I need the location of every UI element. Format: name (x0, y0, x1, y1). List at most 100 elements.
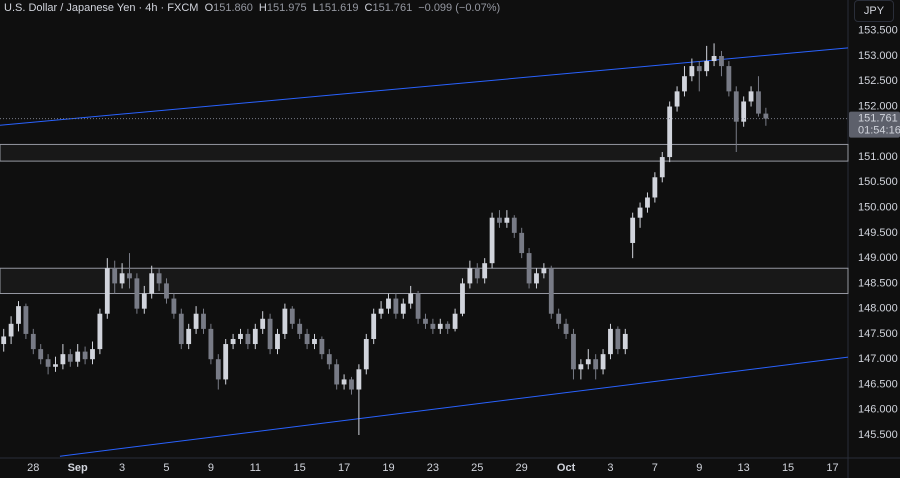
candle-body (415, 293, 421, 319)
x-tick-label: 29 (516, 462, 528, 474)
candle-body (23, 306, 29, 334)
candle-body (297, 323, 303, 334)
candle-body (134, 278, 140, 309)
y-tick-label: 152.500 (858, 75, 898, 87)
candle-body (467, 268, 473, 284)
x-tick-label: 11 (250, 462, 261, 474)
y-tick-label: 148.500 (858, 277, 898, 289)
candle-body (275, 333, 280, 350)
candle-body (571, 333, 576, 370)
x-tick-label: 19 (382, 462, 394, 474)
y-tick-label: 151.000 (858, 151, 898, 163)
candle-body (585, 359, 591, 365)
candle-body (60, 354, 66, 365)
ohlc-value: 151.860 (213, 2, 253, 14)
candle-body (75, 351, 81, 362)
candle-body (600, 354, 606, 370)
candle-body (637, 207, 643, 218)
candle-body (112, 268, 118, 284)
y-tick-label: 153.000 (858, 50, 898, 62)
candle-body (689, 66, 695, 77)
candle-body (386, 298, 391, 309)
candle-body (652, 177, 658, 198)
x-tick-label: 15 (782, 462, 794, 474)
candle-body (186, 328, 192, 345)
zone (0, 143, 849, 162)
candle-body (378, 308, 384, 314)
candle-body (556, 313, 562, 324)
y-tick-label: 148.000 (858, 303, 898, 315)
x-tick-label: 25 (471, 462, 483, 474)
candle-body (645, 197, 650, 208)
last-price-label: 151.761 (858, 113, 898, 125)
x-tick-label: 13 (738, 462, 750, 474)
candle-body (127, 273, 132, 279)
candle-body (437, 323, 443, 329)
candle-body (67, 354, 73, 362)
y-tick-label: 149.000 (858, 252, 898, 264)
x-tick-label: 15 (294, 462, 306, 474)
candle-body (208, 328, 214, 360)
candle-body (30, 333, 36, 350)
candle-body (541, 268, 547, 274)
candle-body (230, 338, 236, 345)
y-tick-label: 147.000 (858, 353, 898, 365)
candle-body (97, 313, 103, 350)
last-price-box (849, 111, 900, 138)
y-tick-label: 153.500 (858, 25, 898, 37)
candle-body (497, 217, 502, 223)
ohlc-key: C (364, 2, 373, 14)
symbol: U.S. Dollar / Japanese Yen · 4h · FXCM (4, 2, 199, 14)
candle-body (53, 364, 58, 367)
candle-body (319, 338, 325, 355)
candle-body (45, 359, 51, 367)
ohlc-key: L (312, 2, 319, 14)
candle-body (149, 273, 155, 294)
candle-body (615, 328, 621, 350)
candle-body (267, 318, 273, 350)
candle-body (504, 217, 510, 223)
currency-button[interactable]: JPY (854, 0, 894, 22)
candle-body (312, 338, 317, 345)
candle-body (82, 351, 88, 360)
candle-body (90, 349, 95, 360)
x-tick-label: 9 (208, 462, 214, 474)
ohlc-key: O (204, 2, 214, 14)
candle-body (696, 66, 702, 72)
candle-body (704, 61, 710, 72)
trendline (59, 356, 849, 457)
change: −0.099 (−0.07%) (418, 2, 501, 14)
candle-body (460, 283, 465, 314)
x-tick-label: Oct (557, 462, 576, 474)
y-tick-label: 147.500 (858, 328, 898, 340)
candle-body (719, 55, 724, 67)
x-tick-label: 5 (163, 462, 169, 474)
candle-body (341, 379, 347, 385)
candle-body (223, 344, 229, 380)
candle-body (215, 359, 221, 380)
candle-body (393, 298, 399, 314)
candle-body (16, 306, 21, 324)
candle-body (104, 268, 110, 314)
candle-body (119, 273, 125, 284)
candle-body (238, 333, 243, 339)
candle-body (349, 379, 354, 390)
candle-body (667, 106, 673, 158)
y-tick-label: 145.500 (858, 429, 898, 441)
candle-body (408, 293, 414, 304)
y-tick-label: 150.500 (858, 176, 898, 188)
ohlc-value: 151.975 (266, 2, 307, 14)
y-tick-label: 152.000 (858, 100, 898, 112)
countdown-label: 01:54:16 (858, 125, 900, 137)
candle-body (356, 369, 362, 390)
candle-body (400, 303, 406, 314)
candle-body (659, 157, 665, 178)
candle-body (748, 91, 754, 102)
candle-body (563, 323, 569, 334)
candle-body (363, 338, 369, 370)
candle-body (674, 91, 680, 107)
candle-body (578, 364, 584, 370)
ohlc-key: H (258, 2, 267, 14)
zone (0, 267, 849, 295)
candle-body (282, 308, 288, 334)
